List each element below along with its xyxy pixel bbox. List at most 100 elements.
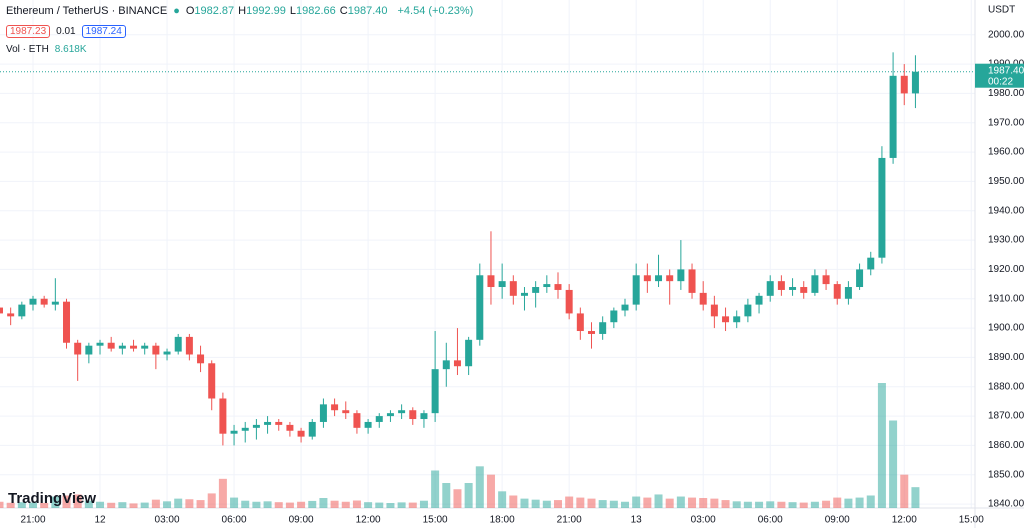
candle-body [878,157,886,258]
candle-body [755,295,763,305]
volume-bar [855,497,864,508]
volume-bar [464,483,473,508]
candle-body [766,281,774,296]
volume-bar [498,491,507,508]
volume-bar [386,503,395,508]
candle-body [722,316,730,323]
volume-label: Vol · ETH [6,44,49,55]
y-tick-label: 1930.00 [988,235,1024,246]
volume-bar [118,502,127,508]
candle-body [40,298,48,305]
volume-bar [151,499,160,508]
candle-body [18,304,26,317]
candle-body [576,313,584,332]
candle-body [85,345,93,355]
volume-bar [453,489,462,508]
volume-bar [654,494,663,508]
volume-bar [710,498,719,508]
x-tick-label: 12 [94,515,106,526]
volume-bar [107,502,116,508]
volume-bar [397,502,406,508]
volume-bar [866,495,875,508]
countdown: 00:22 [988,76,1013,87]
candle-body [130,345,138,349]
bid[interactable]: 1987.23 [6,25,51,38]
volume-bar [822,500,831,508]
status-dot: ● [173,5,180,17]
volume-bar [810,501,819,508]
candle-body [431,369,439,414]
volume-bar [732,501,741,508]
candle-body [241,427,249,431]
volume-bar [408,502,417,508]
candle-body [498,281,506,288]
x-tick-label: 12:00 [892,515,917,526]
volume-bar [598,500,607,508]
volume-bar [96,501,105,508]
volume-bar [900,474,909,508]
candle-body [900,75,908,94]
candle-body [409,410,417,420]
volume-bar [877,383,886,508]
y-tick-label: 1920.00 [988,264,1024,275]
x-tick-label: 18:00 [490,515,515,526]
candle-body [375,416,383,422]
volume-bar [665,498,674,508]
volume-bar [766,501,775,508]
candle-body [7,313,15,317]
volume-bar [788,502,797,508]
candle-body [777,281,785,290]
header: Ethereum / TetherUS · BINANCE ● O1982.87… [6,5,473,17]
volume-bar [364,502,373,508]
quotes: 1987.23 0.01 1987.24 [6,25,126,38]
volume-bar [29,502,37,508]
candle-body [174,336,182,352]
currency: USDT [988,5,1015,16]
volume-bar [40,503,49,508]
y-tick-label: 1840.00 [988,499,1024,510]
volume-bar [587,498,596,508]
volume-bar [62,495,71,508]
volume-bar [632,496,641,508]
y-tick-label: 1910.00 [988,293,1024,304]
candle-body [230,430,238,434]
volume-bar [431,470,440,508]
volume-legend: Vol · ETH 8.618K [6,44,87,55]
volume-bar [565,496,574,508]
x-tick-label: 06:00 [758,515,783,526]
candle-body [911,71,919,94]
candle-body [264,421,272,425]
volume-bar [174,498,183,508]
candle-body [844,287,852,299]
x-tick-label: 12:00 [356,515,381,526]
candle-body [744,304,752,317]
volume-bar [889,420,898,508]
candle-body [811,275,819,293]
ohlc-value: 1982.66 [296,5,336,17]
volume-bar [755,501,764,508]
volume-bar [241,500,250,508]
y-tick-label: 1870.00 [988,411,1024,422]
volume-bar [218,478,227,508]
y-tick-label: 1960.00 [988,147,1024,158]
ask[interactable]: 1987.24 [81,25,126,38]
volume-bar [207,493,216,508]
candle-body [822,275,830,285]
candle-body [353,413,361,428]
candle-body [856,269,864,288]
volume-bar [844,498,853,508]
candle-body [141,345,149,349]
candle-body [487,275,495,288]
candle-body [666,275,674,282]
candle-body [163,351,171,355]
ohlc-key: O [185,5,195,17]
x-tick-label: 21:00 [557,515,582,526]
ohlc-value: 1987.40 [347,5,388,17]
candle-body [453,360,461,367]
volume-bar [341,501,350,508]
candle-body [0,307,3,314]
y-tick-label: 1940.00 [988,205,1024,216]
x-tick-label: 21:00 [20,515,45,526]
candle-body [297,430,305,437]
